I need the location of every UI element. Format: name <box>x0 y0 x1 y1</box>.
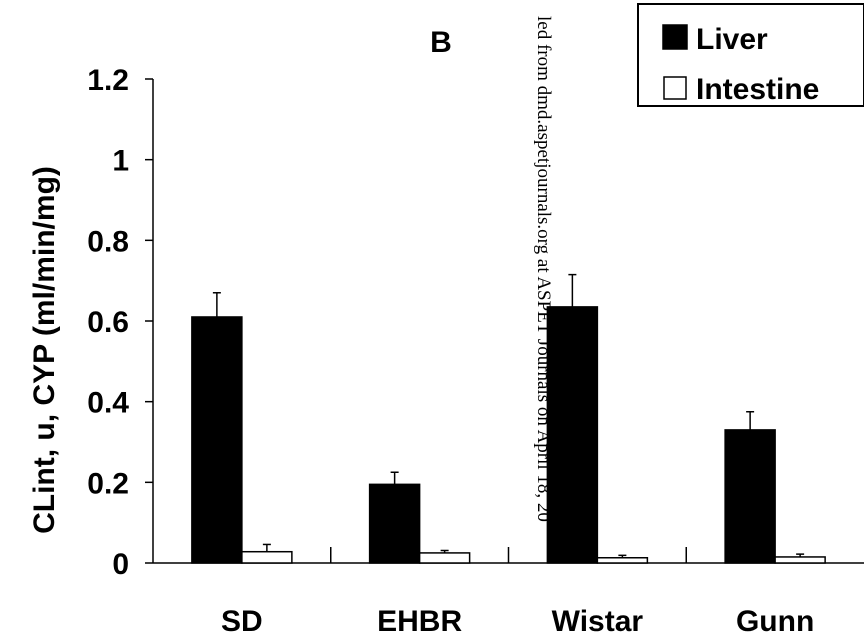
bar-intestine <box>596 557 649 564</box>
y-tick-label: 0.6 <box>87 306 129 339</box>
y-axis-label: CLint, u, CYP (ml/min/mg) <box>28 166 61 534</box>
bars <box>191 273 826 564</box>
legend-label-intestine: Intestine <box>696 73 819 106</box>
legend-swatch-intestine <box>663 76 687 100</box>
x-tick-label: SD <box>221 605 263 638</box>
panel-label: B <box>430 26 452 59</box>
watermark-text: led from dmd.aspetjournals.org at ASPET … <box>533 16 554 522</box>
x-tick-label: Gunn <box>736 605 814 638</box>
bar-liver <box>368 483 421 564</box>
y-tick-label: 0 <box>112 548 129 581</box>
bar-intestine <box>418 552 471 564</box>
y-tick-label: 1 <box>112 145 129 178</box>
y-tick-label: 0.2 <box>87 467 129 500</box>
legend: Liver Intestine <box>637 3 864 107</box>
legend-label-liver: Liver <box>696 23 768 56</box>
x-tick-label: Wistar <box>552 605 644 638</box>
x-tick-label: EHBR <box>377 605 462 638</box>
legend-swatch-liver <box>662 24 688 50</box>
bar-intestine <box>774 556 826 564</box>
bar-liver <box>546 306 599 564</box>
y-tick-label: 1.2 <box>87 64 129 97</box>
y-axis: 0 0.2 0.4 0.6 0.8 1 1.2 <box>87 64 154 581</box>
bar-liver <box>191 316 243 564</box>
bar-intestine <box>241 550 293 564</box>
y-tick-label: 0.8 <box>87 225 129 258</box>
bar-liver <box>724 429 776 564</box>
y-tick-label: 0.4 <box>87 387 129 420</box>
